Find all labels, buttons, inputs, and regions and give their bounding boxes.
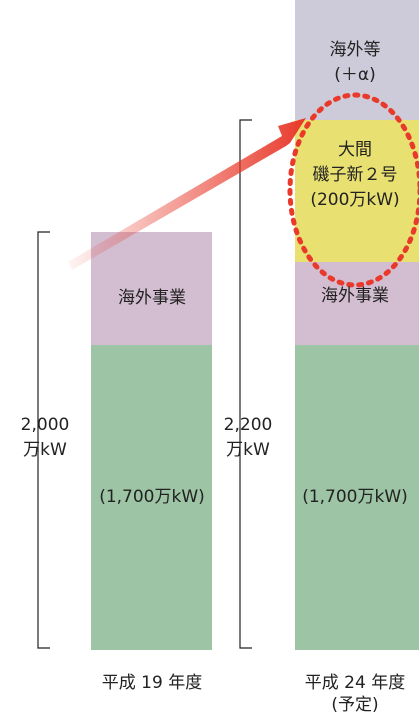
segment-label: 海外等 xyxy=(330,40,381,60)
segment-label: 海外事業 xyxy=(118,288,186,308)
total-unit: 万kW xyxy=(226,440,270,460)
segment-label: (1,700万kW) xyxy=(99,487,205,507)
total-unit: 万kW xyxy=(23,440,67,460)
arrow xyxy=(68,118,306,270)
segment-label: 磯子新２号 xyxy=(313,165,398,185)
segment-domestic xyxy=(91,345,212,650)
bar-label: 平成 24 年度 xyxy=(305,673,405,693)
segment-overseas xyxy=(295,262,419,345)
bracket xyxy=(239,119,252,649)
total-label: 2,000 xyxy=(21,415,70,435)
highlight-circle xyxy=(287,92,419,288)
segment-domestic xyxy=(295,345,419,650)
segment-label: 海外事業 xyxy=(321,286,389,306)
segment-new-plants xyxy=(295,120,419,262)
segment-label: (＋α) xyxy=(334,65,375,85)
segment-label: (1,700万kW) xyxy=(302,487,408,507)
segment-overseas xyxy=(91,232,212,345)
segment-overseas-plus xyxy=(295,0,419,120)
bar-label: 平成 19 年度 xyxy=(102,673,202,693)
bar-label: (予定) xyxy=(331,695,378,714)
segment-label: (200万kW) xyxy=(310,190,399,210)
total-label: 2,200 xyxy=(224,415,273,435)
bracket xyxy=(37,231,50,649)
segment-label: 大間 xyxy=(338,140,372,160)
